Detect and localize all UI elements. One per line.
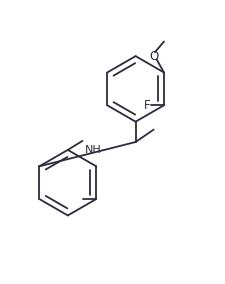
Text: NH: NH <box>84 145 101 154</box>
Text: O: O <box>149 50 158 63</box>
Text: F: F <box>143 99 150 112</box>
